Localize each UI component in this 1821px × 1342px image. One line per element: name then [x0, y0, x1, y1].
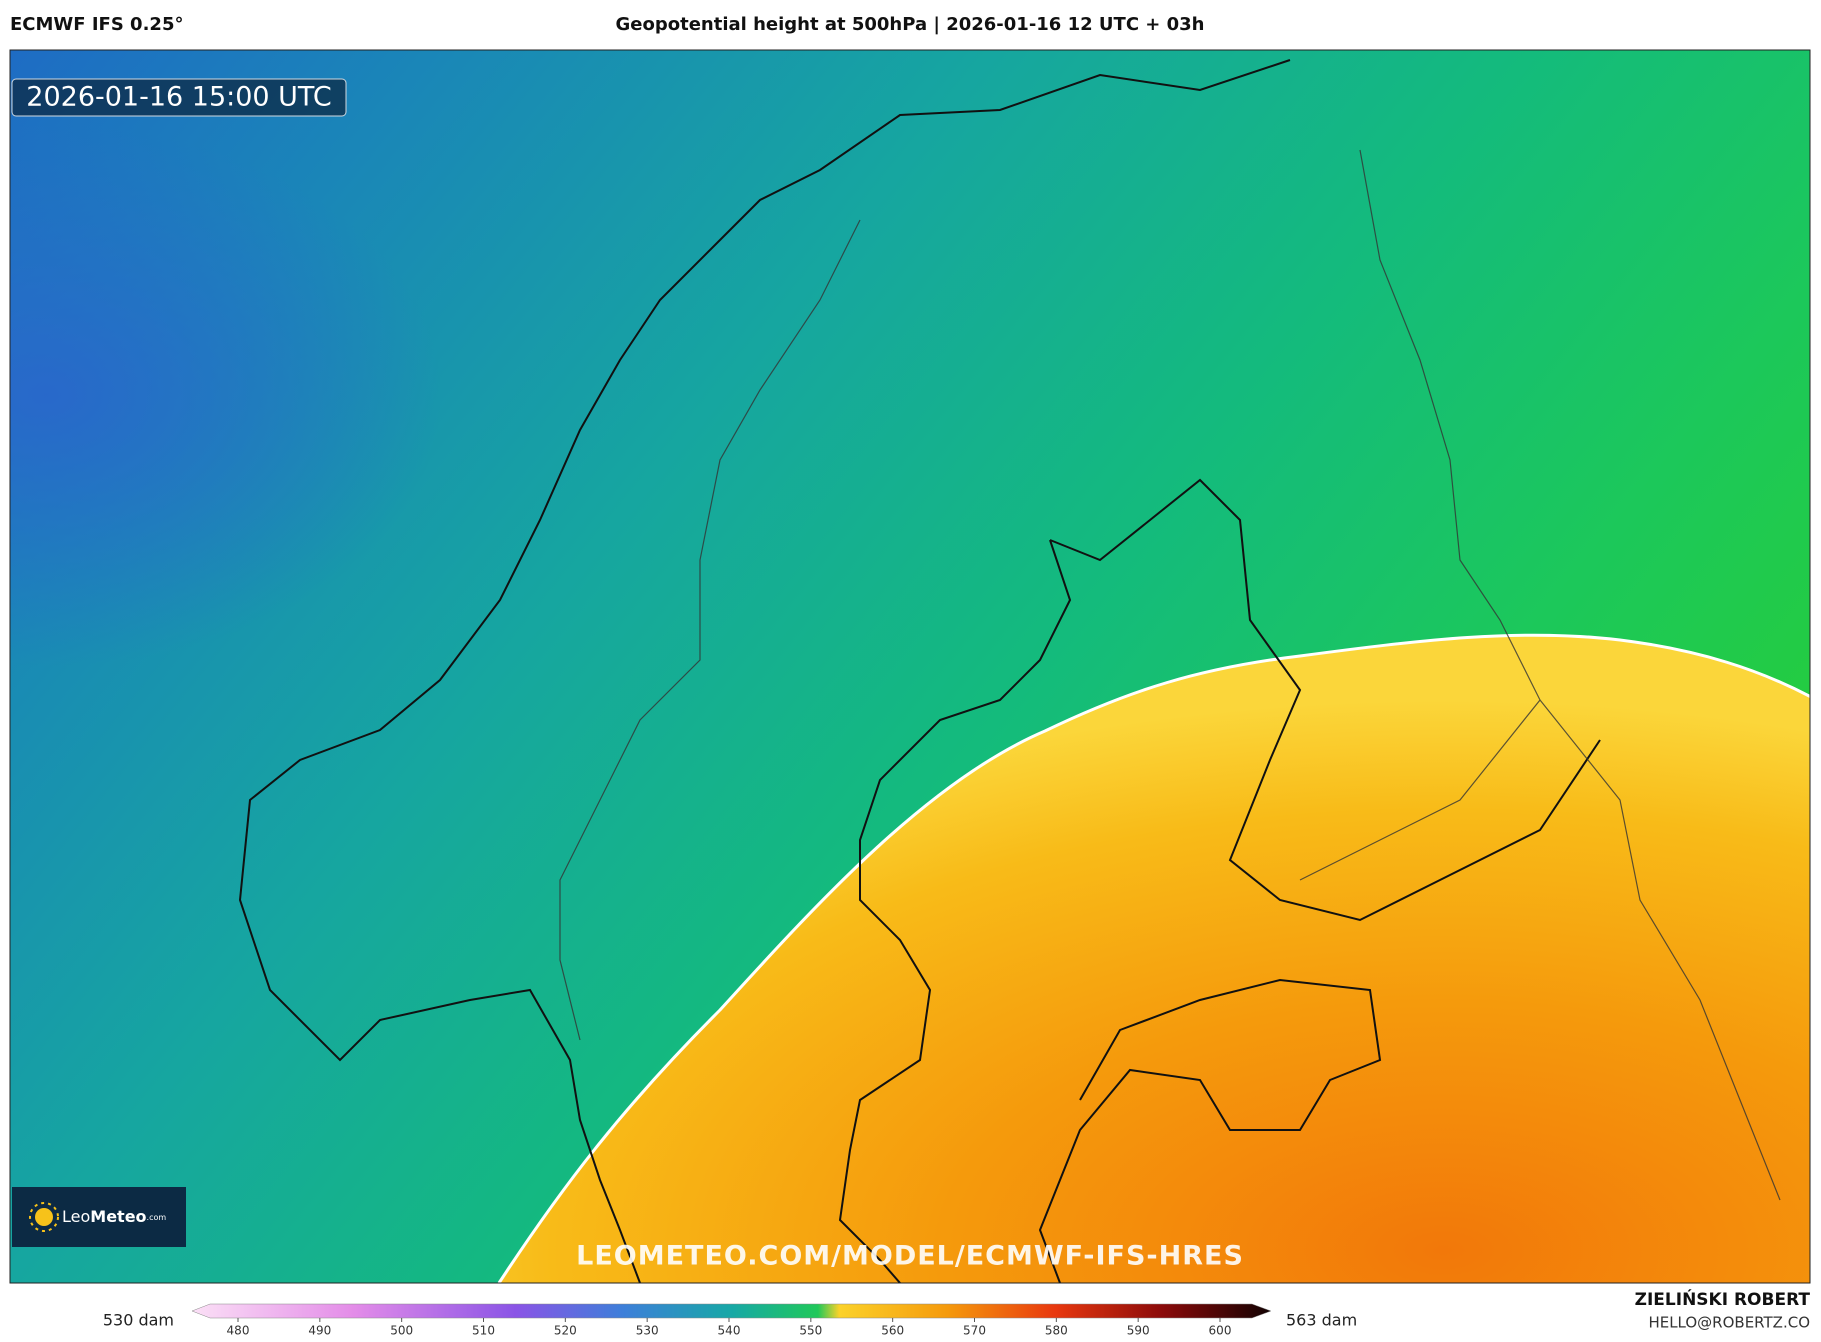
colorbar-tick-label: 540 — [718, 1324, 741, 1338]
colorbar-tick-label: 590 — [1127, 1324, 1150, 1338]
model-name: ECMWF IFS 0.25° — [10, 14, 183, 35]
warm-field — [499, 635, 1810, 1283]
colorbar-tick-label: 570 — [963, 1324, 986, 1338]
time-box — [11, 78, 347, 117]
map — [10, 50, 1810, 1283]
map-frame — [9, 49, 1811, 1284]
colorbar-tick-label: 510 — [472, 1324, 495, 1338]
contact: HELLO@ROBERTZ.CO — [1648, 1314, 1810, 1332]
colorbar-tick-label: 500 — [390, 1324, 413, 1338]
logo-name-bold: Meteo — [90, 1207, 146, 1226]
logo-rays — [29, 1202, 59, 1232]
colorbar-min-label: 530 dam — [103, 1311, 174, 1330]
colorbar-tick-label: 560 — [881, 1324, 904, 1338]
map-title: Geopotential height at 500hPa | 2026-01-… — [615, 14, 1204, 35]
colorbar-tick-label: 480 — [227, 1324, 250, 1338]
logo-text: LeoMeteo.com — [62, 1207, 166, 1226]
colorbar — [191, 1303, 1272, 1319]
colorbar-ticks: 480 490 500 510 520 530 540 550 560 570 580 590 600 — [227, 1318, 1232, 1338]
colorbar-tick-label: 550 — [799, 1324, 822, 1338]
coastlines — [238, 59, 1601, 1283]
logo-name: Leo — [62, 1207, 90, 1226]
colorbar-tick-label: 530 — [636, 1324, 659, 1338]
watermark: LEOMETEO.COM/MODEL/ECMWF-IFS-HRES — [576, 1241, 1244, 1272]
colorbar-tick-label: 580 — [1045, 1324, 1068, 1338]
contour-line — [497, 633, 1810, 1283]
logo-suffix: .com — [147, 1213, 167, 1222]
colorbar-tick-label: 490 — [308, 1324, 331, 1338]
logo-sun — [35, 1208, 53, 1226]
author: ZIELIŃSKI ROBERT — [1635, 1288, 1811, 1310]
colorbar-tick-label: 600 — [1209, 1324, 1232, 1338]
borders — [559, 149, 1781, 1201]
valid-time: 2026-01-16 15:00 UTC — [26, 82, 331, 113]
colorbar-max-label: 563 dam — [1286, 1311, 1357, 1330]
colorbar-tick-label: 520 — [554, 1324, 577, 1338]
